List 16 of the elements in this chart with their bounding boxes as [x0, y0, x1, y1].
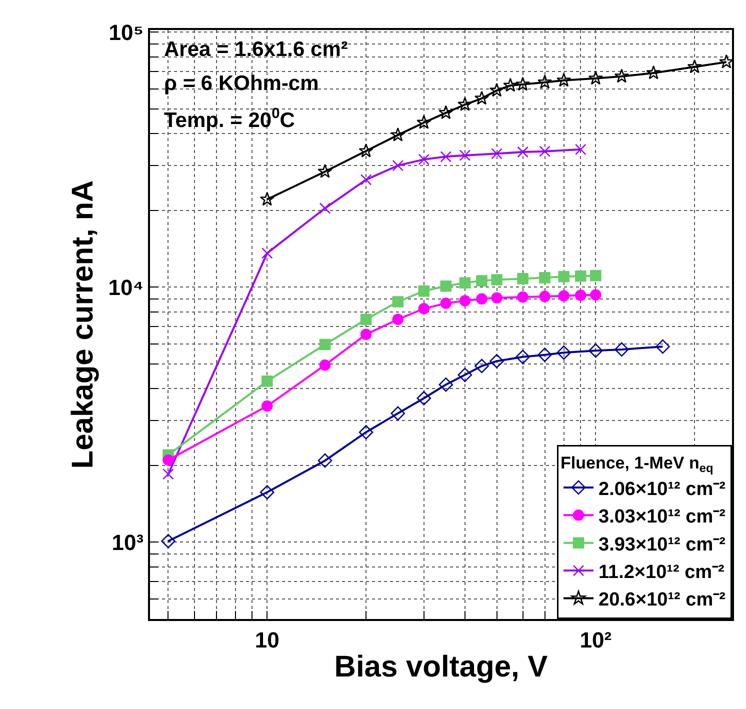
legend-label: 3.93×10¹² cm⁻²: [598, 534, 726, 556]
y-tick-label: 10³: [112, 530, 144, 555]
annotation: Temp. = 20$^{0}$C: [164, 106, 295, 132]
legend-title: Fluence, 1-MeV n$_{eq}$: [560, 454, 714, 476]
y-tick-label: 10⁴: [108, 274, 144, 300]
y-axis-title: Leakage current, nA: [66, 180, 100, 469]
annotation: Area = 1.6x1.6 cm²: [164, 38, 348, 61]
annotation: ρ = 6 KOhm-cm: [164, 72, 319, 95]
legend-label: 20.6×10¹² cm⁻²: [598, 590, 726, 611]
legend-label: 2.06×10¹² cm⁻²: [598, 478, 726, 500]
legend-label: 3.03×10¹² cm⁻²: [598, 506, 726, 528]
x-tick-label: 10²: [580, 627, 612, 652]
legend-label: 11.2×10¹² cm⁻²: [598, 562, 724, 583]
y-tick-label: 10⁵: [108, 20, 144, 45]
x-axis-title: Bias voltage, V: [334, 650, 548, 684]
x-tick-label: 10: [254, 627, 280, 652]
